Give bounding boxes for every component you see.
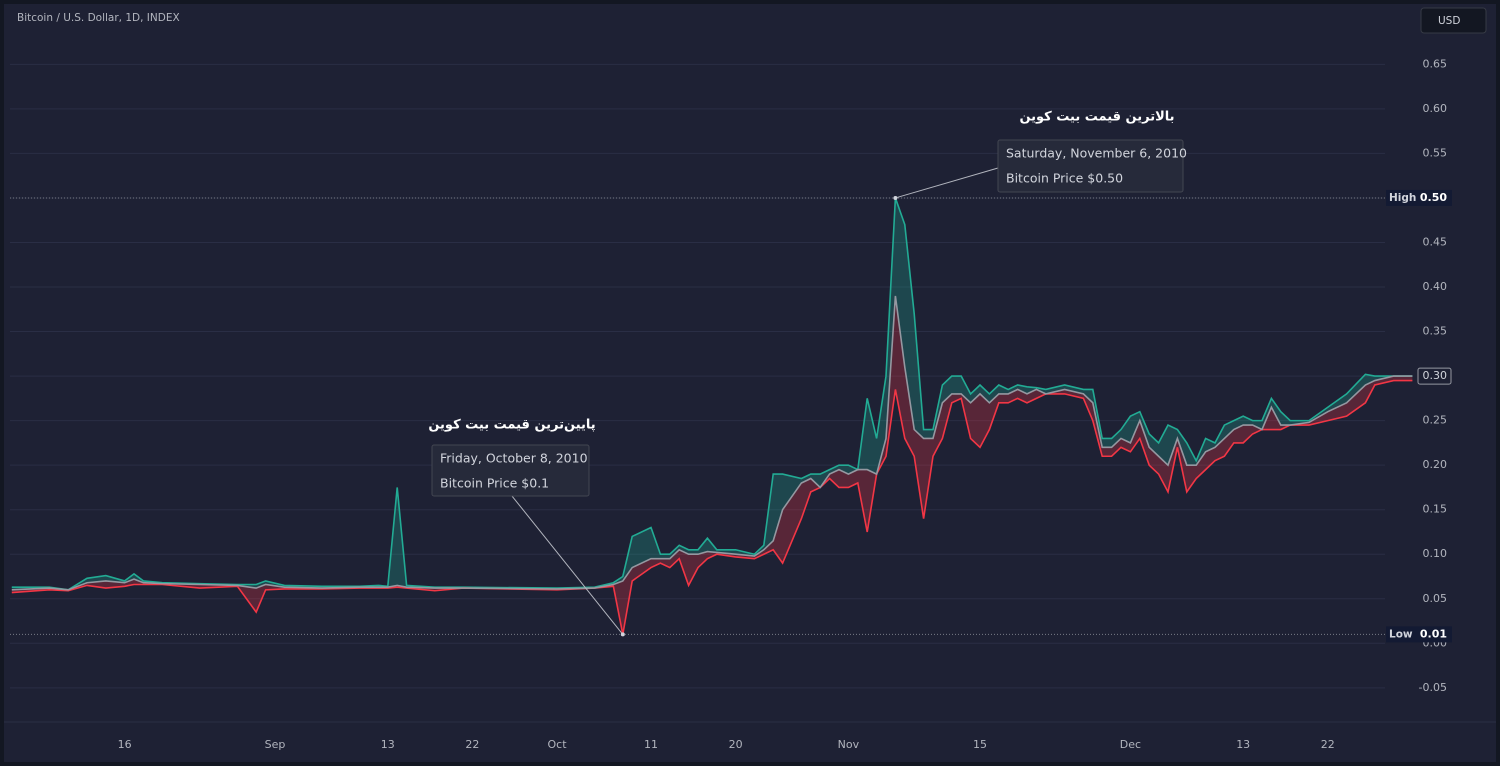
- x-tick-label: 20: [729, 738, 743, 751]
- x-tick-label: 13: [1236, 738, 1250, 751]
- y-tick-label: -0.05: [1419, 681, 1447, 694]
- annotation-title: بالاترین قیمت بیت کوین: [1019, 110, 1174, 125]
- annotation-title: پایین‌ترین قیمت بیت کوین: [428, 418, 595, 433]
- x-tick-label: 22: [1321, 738, 1335, 751]
- y-tick-label: 0.25: [1423, 414, 1448, 427]
- annotation-point: [620, 632, 625, 637]
- y-tick-label: 0.60: [1423, 102, 1448, 115]
- currency-label[interactable]: USD: [1438, 15, 1460, 27]
- tooltip-date: Saturday, November 6, 2010: [1006, 146, 1187, 161]
- symbol-title: Bitcoin / U.S. Dollar, 1D, INDEX: [17, 12, 180, 24]
- tooltip-price: Bitcoin Price $0.50: [1006, 171, 1123, 186]
- marker-badge: [1386, 626, 1452, 643]
- annotation-connector: [511, 495, 624, 635]
- y-tick-label: 0.05: [1423, 592, 1448, 605]
- y-tick-label: 0.45: [1423, 235, 1448, 248]
- annotation-connector: [895, 167, 999, 199]
- x-tick-label: 22: [465, 738, 479, 751]
- x-tick-label: Dec: [1120, 738, 1141, 751]
- tooltip-box: [997, 139, 1184, 193]
- last-value-badge: [1417, 367, 1452, 385]
- y-tick-label: 0.20: [1423, 458, 1448, 471]
- marker-value: 0.50: [1420, 191, 1447, 204]
- chart-background: [4, 4, 1496, 762]
- marker-value: 0.01: [1420, 627, 1447, 640]
- annotation-point: [893, 195, 898, 200]
- x-tick-label: Oct: [547, 738, 567, 751]
- x-tick-label: 11: [644, 738, 658, 751]
- tooltip-price: Bitcoin Price $0.1: [440, 476, 549, 491]
- price-line: [11, 197, 1413, 591]
- price-line: [11, 379, 1413, 635]
- y-tick-label: 0.40: [1423, 280, 1448, 293]
- price-line: [11, 295, 1413, 591]
- y-tick-label: 0.10: [1423, 547, 1448, 560]
- tooltip-box: [431, 444, 590, 497]
- tooltip-date: Friday, October 8, 2010: [440, 451, 588, 466]
- y-tick-label: 0.55: [1423, 146, 1448, 159]
- marker-label: High: [1389, 192, 1416, 204]
- x-tick-label: 13: [381, 738, 395, 751]
- y-tick-label: 0.15: [1423, 503, 1448, 516]
- y-tick-label: 0.65: [1423, 57, 1448, 70]
- last-value-label: 0.30: [1423, 369, 1448, 382]
- y-tick-label: 0.35: [1423, 325, 1448, 338]
- x-tick-label: Sep: [265, 738, 286, 751]
- currency-button[interactable]: [1420, 7, 1487, 34]
- x-tick-label: 15: [973, 738, 987, 751]
- x-tick-label: 16: [118, 738, 132, 751]
- marker-badge: [1386, 189, 1452, 206]
- marker-label: Low: [1389, 628, 1413, 640]
- x-tick-label: Nov: [838, 738, 860, 751]
